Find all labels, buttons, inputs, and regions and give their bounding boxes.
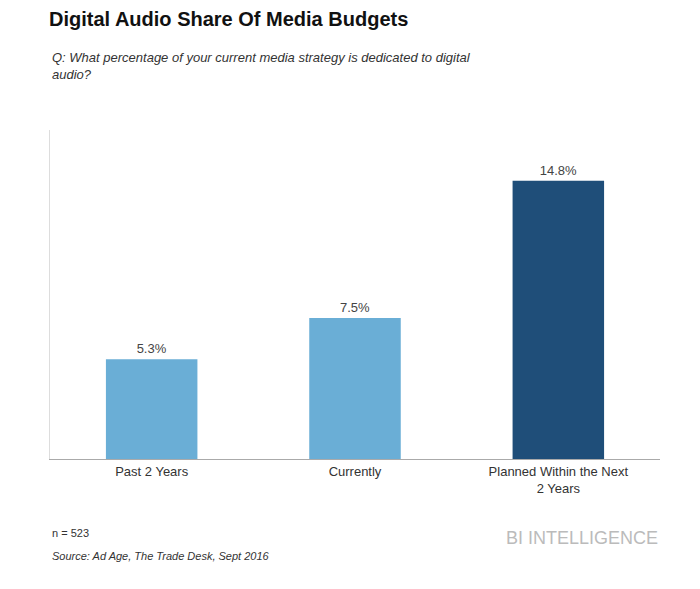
svg-text:Source: Ad Age, The Trade Desk: Source: Ad Age, The Trade Desk, Sept 201…: [52, 550, 270, 562]
svg-text:14.8%: 14.8%: [540, 163, 577, 178]
svg-text:n = 523: n = 523: [52, 527, 89, 539]
svg-text:Planned Within the Next2 Years: Planned Within the Next2 Years: [489, 464, 629, 496]
svg-text:BI INTELLIGENCE: BI INTELLIGENCE: [506, 528, 658, 548]
svg-text:Digital Audio Share Of Media B: Digital Audio Share Of Media Budgets: [49, 8, 408, 30]
svg-text:Q: What percentage of your cur: Q: What percentage of your current media…: [52, 50, 471, 82]
svg-text:5.3%: 5.3%: [137, 341, 167, 356]
svg-text:Past 2 Years: Past 2 Years: [115, 464, 188, 479]
svg-text:7.5%: 7.5%: [340, 300, 370, 315]
svg-text:Currently: Currently: [329, 464, 382, 479]
